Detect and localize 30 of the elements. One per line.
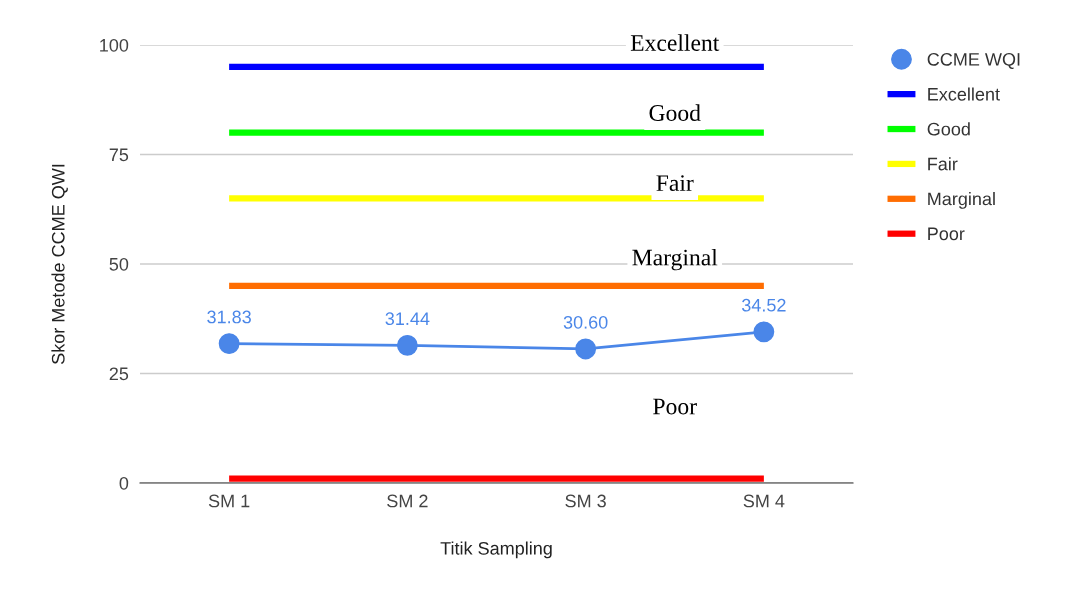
x-tick-label: SM 4 (743, 494, 785, 508)
x-tick-label: SM 1 (208, 494, 250, 508)
data-label: 34.52 (741, 298, 786, 312)
y-tick-label: 100 (100, 38, 129, 52)
y-tick-label: 0 (119, 476, 129, 490)
point (753, 321, 775, 343)
y-tick-label: 50 (109, 257, 129, 271)
legend-label: Excellent (928, 87, 1000, 101)
data-label: 31.44 (385, 312, 430, 326)
annotation: Excellent (630, 34, 720, 51)
point (575, 338, 597, 360)
x-axis-title: Titik Sampling (440, 541, 552, 559)
point (396, 334, 418, 356)
legend-label: CCME WQI (927, 52, 1020, 69)
legend-label: Poor (928, 227, 965, 241)
x-tick-label: SM 2 (387, 494, 428, 508)
y-axis-title: Skor Metode CCME QWI (51, 164, 68, 365)
x-tick-label: SM 3 (565, 494, 606, 508)
legend-label: Marginal (928, 192, 995, 209)
legend-label: Good (927, 122, 970, 136)
annotation: Marginal (632, 248, 718, 271)
legend-label: Fair (928, 157, 958, 171)
data-label: 30.60 (563, 315, 608, 329)
point (218, 333, 240, 355)
data-label: 31.83 (207, 310, 251, 324)
y-tick-label: 25 (109, 367, 129, 381)
y-tick-label: 75 (109, 148, 129, 162)
annotation: Fair (656, 175, 694, 192)
annotation: Good (649, 104, 701, 121)
annotation: Poor (653, 398, 697, 415)
